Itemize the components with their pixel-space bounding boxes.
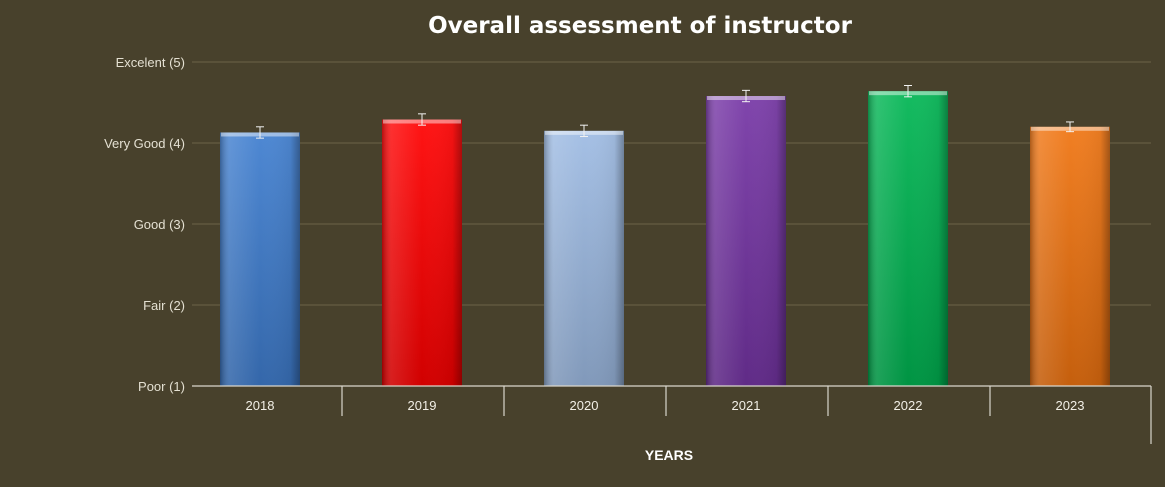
x-axis-ticks: 2018 2019 2020 2021 2022 2023: [246, 398, 1085, 413]
x-tick-label: 2022: [894, 398, 923, 413]
x-tick-label: 2018: [246, 398, 275, 413]
error-bar-2020: [580, 124, 588, 138]
error-bar-2021: [742, 89, 750, 103]
bar-shading: [544, 130, 624, 386]
bar-2019: [382, 119, 462, 386]
gridlines: [192, 61, 1151, 306]
error-bar-2018: [256, 126, 264, 139]
x-tick-label: 2021: [732, 398, 761, 413]
y-tick-label: Excelent (5): [116, 55, 185, 70]
error-bar-2019: [418, 113, 426, 126]
bar-shading: [382, 119, 462, 386]
error-bars: [256, 84, 1074, 139]
x-tick-label: 2023: [1056, 398, 1085, 413]
chart-title: Overall assessment of instructor: [428, 13, 853, 39]
bar-shading: [220, 132, 300, 386]
error-bar-2023: [1066, 121, 1074, 133]
x-tick-label: 2020: [570, 398, 599, 413]
bar-2018: [220, 132, 300, 386]
x-tick-label: 2019: [408, 398, 437, 413]
bar-2020: [544, 130, 624, 386]
y-tick-label: Poor (1): [138, 379, 185, 394]
bar-2021: [706, 96, 786, 387]
bar-shading: [1030, 126, 1110, 387]
x-axis-label: YEARS: [645, 447, 693, 463]
bars: [220, 91, 1110, 387]
bar-2022: [868, 91, 948, 386]
x-axis: [192, 385, 1152, 444]
bar-2023: [1030, 126, 1110, 387]
bar-shading: [706, 96, 786, 387]
y-tick-label: Good (3): [134, 217, 185, 232]
bar-shading: [868, 91, 948, 386]
y-axis-ticks: Excelent (5) Very Good (4) Good (3) Fair (2…: [104, 55, 185, 394]
y-tick-label: Very Good (4): [104, 136, 185, 151]
y-tick-label: Fair (2): [143, 298, 185, 313]
error-bar-2022: [904, 84, 912, 98]
